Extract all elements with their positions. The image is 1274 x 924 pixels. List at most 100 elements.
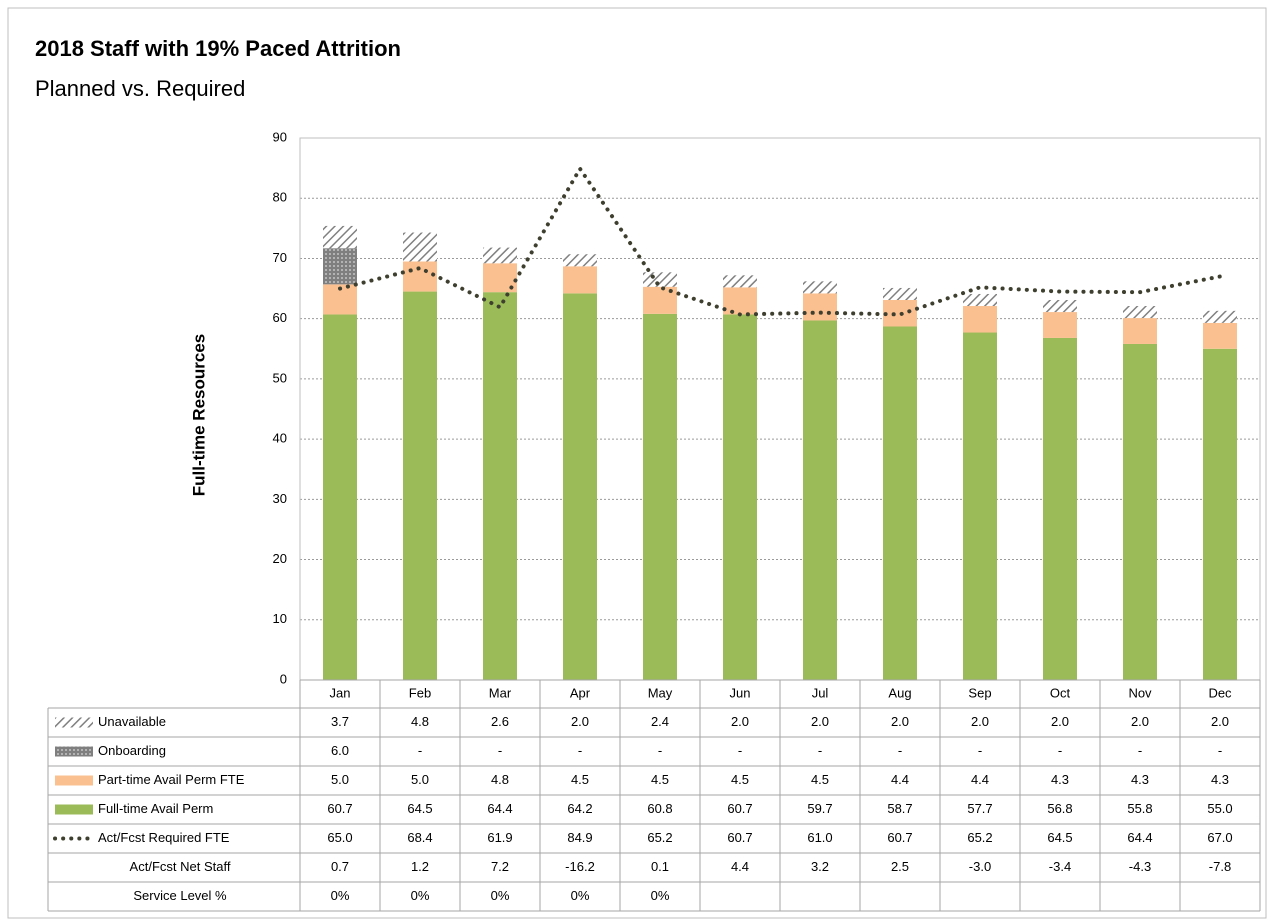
bar-segment	[963, 332, 997, 680]
table-cell: 84.9	[567, 830, 592, 845]
bar-segment	[643, 313, 677, 680]
table-cell: 61.0	[807, 830, 832, 845]
table-cell: 2.6	[491, 714, 509, 729]
y-tick-label: 50	[273, 370, 287, 385]
chart-title: 2018 Staff with 19% Paced Attrition	[35, 36, 401, 61]
x-tick-label: Feb	[409, 685, 431, 700]
table-cell: 57.7	[967, 801, 992, 816]
table-cell: 58.7	[887, 801, 912, 816]
table-cell: 59.7	[807, 801, 832, 816]
table-cell: 4.5	[571, 772, 589, 787]
bar-segment	[1203, 348, 1237, 680]
table-cell: 2.0	[1051, 714, 1069, 729]
table-cell: 65.2	[967, 830, 992, 845]
y-tick-label: 30	[273, 491, 287, 506]
row-label: Act/Fcst Net Staff	[130, 859, 231, 874]
table-cell: 67.0	[1207, 830, 1232, 845]
table-cell: 4.8	[411, 714, 429, 729]
bar-segment	[723, 314, 757, 680]
x-tick-label: Oct	[1050, 685, 1071, 700]
table-cell: 0%	[651, 888, 670, 903]
y-axis-title: Full-time Resources	[189, 334, 208, 497]
bar-segment	[803, 281, 837, 294]
bar-segment	[483, 247, 517, 264]
table-cell: 6.0	[331, 743, 349, 758]
bar-segment	[563, 266, 597, 294]
table-cell: 65.2	[647, 830, 672, 845]
table-cell: -	[1218, 743, 1222, 758]
bar-segment	[803, 293, 837, 321]
table-cell: 60.7	[887, 830, 912, 845]
table-cell: 4.5	[651, 772, 669, 787]
table-cell: 4.3	[1211, 772, 1229, 787]
table-cell: -4.3	[1129, 859, 1151, 874]
table-cell: -3.0	[969, 859, 991, 874]
table-cell: 4.5	[731, 772, 749, 787]
bar-segment	[1123, 318, 1157, 344]
table-cell: 3.2	[811, 859, 829, 874]
legend-label: Full-time Avail Perm	[98, 801, 213, 816]
table-cell: 7.2	[491, 859, 509, 874]
chart-subtitle: Planned vs. Required	[35, 76, 245, 101]
table-cell: -	[578, 743, 582, 758]
legend-key	[55, 746, 93, 757]
table-cell: 4.4	[971, 772, 989, 787]
table-cell: -3.4	[1049, 859, 1071, 874]
legend-label: Unavailable	[98, 714, 166, 729]
table-cell: 64.4	[487, 801, 512, 816]
table-cell: 2.0	[971, 714, 989, 729]
y-tick-label: 90	[273, 129, 287, 144]
x-tick-label: Jun	[730, 685, 751, 700]
x-tick-label: Jan	[330, 685, 351, 700]
table-cell: 60.8	[647, 801, 672, 816]
table-cell: 4.8	[491, 772, 509, 787]
table-cell: 2.0	[731, 714, 749, 729]
bar-segment	[563, 293, 597, 680]
table-cell: 64.2	[567, 801, 592, 816]
row-label: Service Level %	[133, 888, 227, 903]
bar-segment	[883, 287, 917, 300]
table-cell: 0.1	[651, 859, 669, 874]
table-cell: 2.0	[571, 714, 589, 729]
x-tick-label: Nov	[1128, 685, 1152, 700]
y-tick-label: 60	[273, 310, 287, 325]
table-cell: 0%	[491, 888, 510, 903]
y-tick-label: 80	[273, 190, 287, 205]
bar-segment	[963, 306, 997, 333]
bar-segment	[323, 248, 357, 285]
x-tick-label: Jul	[812, 685, 829, 700]
table-cell: -	[978, 743, 982, 758]
table-cell: -	[738, 743, 742, 758]
table-cell: -	[818, 743, 822, 758]
x-tick-label: Dec	[1208, 685, 1232, 700]
bar-segment	[1123, 306, 1157, 319]
table-cell: 4.5	[811, 772, 829, 787]
x-tick-label: Aug	[888, 685, 911, 700]
table-cell: 60.7	[727, 830, 752, 845]
table-cell: -	[898, 743, 902, 758]
table-cell: 55.0	[1207, 801, 1232, 816]
bar-segment	[323, 225, 357, 249]
bar-segment	[723, 287, 757, 315]
table-cell: 56.8	[1047, 801, 1072, 816]
table-cell: 5.0	[331, 772, 349, 787]
table-cell: -	[418, 743, 422, 758]
legend-label: Part-time Avail Perm FTE	[98, 772, 245, 787]
table-cell: 4.3	[1131, 772, 1149, 787]
bar-segment	[403, 261, 437, 292]
bar-segment	[883, 326, 917, 680]
table-cell: 60.7	[727, 801, 752, 816]
bar-segment	[1043, 312, 1077, 338]
legend-key	[55, 717, 93, 728]
legend-key	[55, 804, 93, 815]
table-cell: 0.7	[331, 859, 349, 874]
table-cell: 64.4	[1127, 830, 1152, 845]
table-cell: -16.2	[565, 859, 595, 874]
y-tick-label: 20	[273, 551, 287, 566]
table-cell: 64.5	[407, 801, 432, 816]
table-cell: 64.5	[1047, 830, 1072, 845]
bar-segment	[963, 293, 997, 307]
bar-segment	[483, 292, 517, 680]
table-cell: 2.0	[1211, 714, 1229, 729]
